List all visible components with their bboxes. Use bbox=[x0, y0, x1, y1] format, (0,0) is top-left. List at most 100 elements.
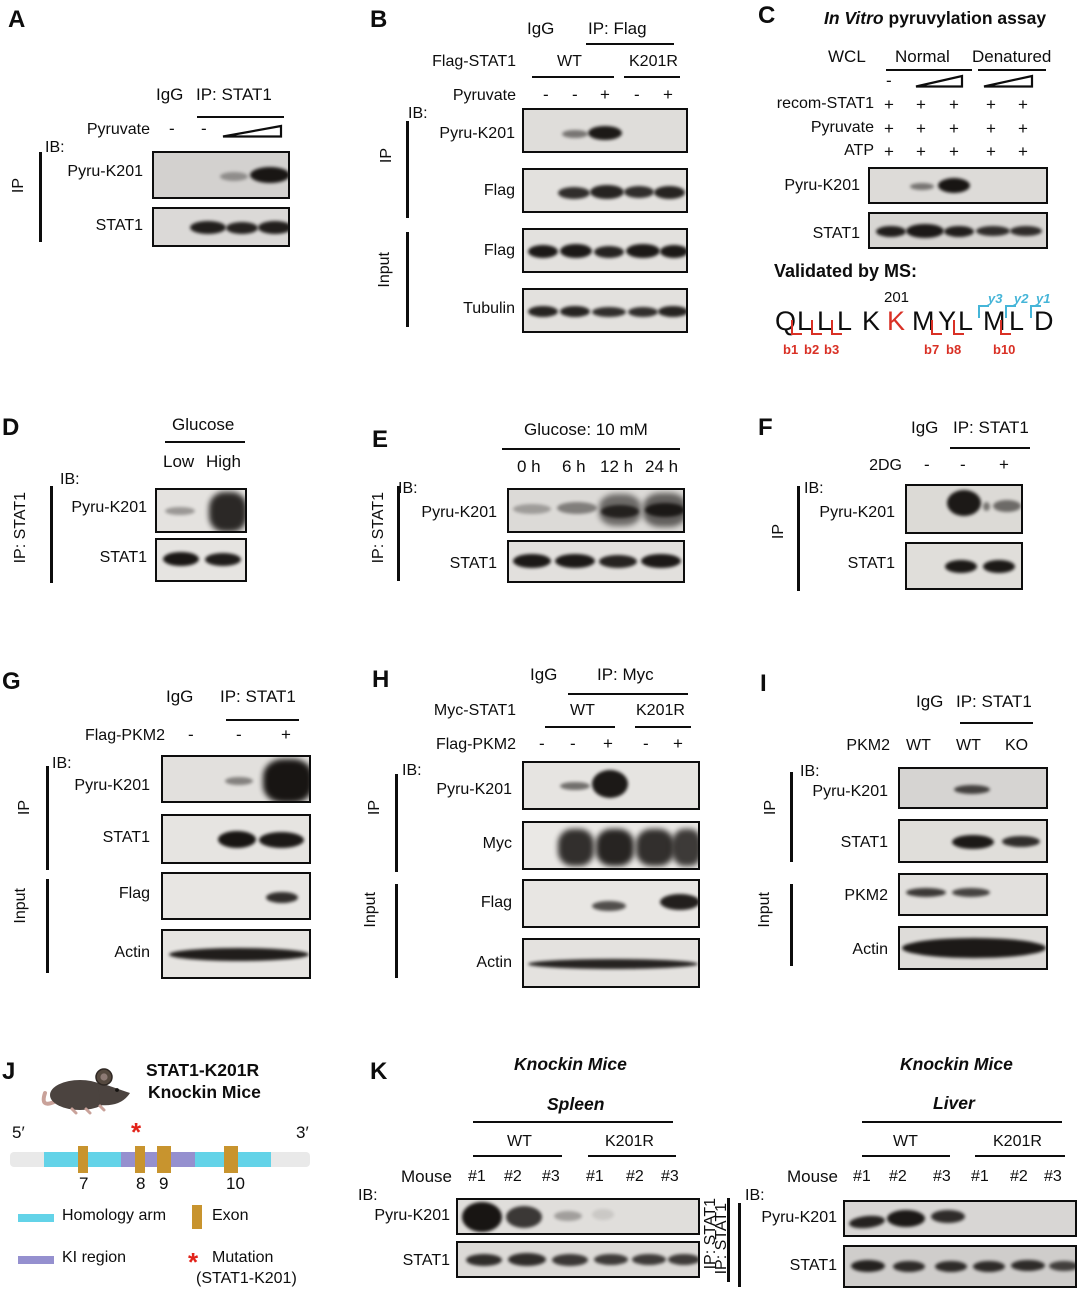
underline bbox=[862, 1155, 950, 1158]
blot-band bbox=[266, 892, 298, 903]
blot-band bbox=[668, 1254, 698, 1265]
bracket-line bbox=[406, 232, 409, 327]
blot-band bbox=[887, 1210, 925, 1227]
panel-i-blot3-label: PKM2 bbox=[844, 887, 888, 904]
stat1-blot bbox=[161, 814, 311, 864]
y-ion-label: y3 bbox=[988, 291, 1003, 306]
panel-h-blot3-label: Flag bbox=[480, 894, 512, 911]
blot-band bbox=[218, 831, 256, 848]
pyru-k201-blot bbox=[868, 167, 1048, 204]
panel-i-blot2-label: STAT1 bbox=[840, 834, 888, 851]
blot-band bbox=[1002, 836, 1040, 847]
panel-g-blot4-label: Actin bbox=[114, 944, 150, 961]
panel-a-ip-side-label: IP bbox=[10, 178, 27, 194]
mouse-eye bbox=[115, 1088, 119, 1092]
panel-b-wt-label: WT bbox=[557, 53, 582, 70]
peptide-residue: L bbox=[797, 306, 813, 336]
stat1-blot bbox=[843, 1245, 1077, 1288]
blot-band bbox=[528, 306, 558, 317]
blot-band bbox=[555, 554, 595, 568]
blot-band bbox=[935, 1261, 967, 1272]
panel-b-lane-mark: + bbox=[663, 85, 673, 104]
lane-label: #2 bbox=[889, 1168, 907, 1185]
underline bbox=[473, 1155, 562, 1158]
underline bbox=[960, 722, 1033, 725]
blot-band bbox=[660, 894, 698, 910]
panel-f-lane-mark: + bbox=[999, 455, 1009, 474]
panel-g-ip-side-label: IP bbox=[16, 800, 33, 816]
mouse-tail bbox=[41, 1091, 56, 1106]
panel-h-blot4-label: Actin bbox=[476, 954, 512, 971]
panel-b-input-side-label: Input bbox=[376, 252, 393, 288]
underline bbox=[975, 1155, 1065, 1158]
blot-band bbox=[626, 244, 660, 258]
peptide-residue: D bbox=[1034, 306, 1054, 336]
panel-g-ip-label: IP: STAT1 bbox=[220, 687, 296, 706]
panel-h-igg-label: IgG bbox=[530, 665, 558, 684]
blot-band bbox=[558, 187, 590, 199]
blot-band bbox=[599, 555, 637, 568]
panel-k-spleen-tissue: Spleen bbox=[547, 1094, 605, 1114]
gradient-ramp-icon bbox=[915, 74, 964, 88]
bracket-line bbox=[790, 772, 793, 862]
exon-number-label: 9 bbox=[159, 1174, 169, 1193]
mouse-body bbox=[50, 1080, 110, 1110]
legend-mutation-star: * bbox=[188, 1247, 199, 1277]
panel-b-blot4-label: Tubulin bbox=[463, 300, 515, 317]
panel-d-ib-label: IB: bbox=[60, 471, 80, 488]
panel-b-lane-mark: + bbox=[600, 85, 610, 104]
exon-box-9 bbox=[157, 1146, 171, 1173]
blot-band bbox=[528, 959, 698, 969]
panel-h-blot2-label: Myc bbox=[482, 835, 512, 852]
panel-c-plus-mark: + bbox=[1018, 119, 1028, 138]
blot-band bbox=[190, 221, 226, 234]
underline bbox=[624, 76, 680, 79]
panel-b-igg-label: IgG bbox=[527, 19, 555, 38]
mouse-feet bbox=[70, 1104, 106, 1115]
actin-blot bbox=[898, 926, 1048, 970]
legend-mutation-sub-label: (STAT1-K201) bbox=[196, 1270, 297, 1287]
blot-band bbox=[560, 306, 590, 317]
panel-c-plus-mark: + bbox=[986, 119, 996, 138]
bracket-line bbox=[727, 1198, 730, 1282]
blot-band bbox=[259, 832, 304, 848]
exon-number-label: 10 bbox=[226, 1174, 245, 1193]
pyru-k201-blot bbox=[905, 484, 1023, 534]
panel-f-blot1-label: Pyru-K201 bbox=[819, 504, 895, 521]
legend-ki-label: KI region bbox=[62, 1249, 127, 1266]
peptide-residue: M bbox=[983, 306, 1006, 336]
blot-band bbox=[513, 504, 551, 514]
blot-band bbox=[557, 502, 597, 514]
panel-b-ip-side-label: IP bbox=[378, 148, 395, 164]
blot-band bbox=[592, 770, 628, 798]
exon-box-10 bbox=[224, 1146, 238, 1173]
bracket-line bbox=[738, 1203, 741, 1287]
blot-band bbox=[983, 502, 990, 511]
blot-band bbox=[560, 782, 590, 790]
flag-blot bbox=[161, 872, 311, 920]
panel-k-liver-blot1-label: Pyru-K201 bbox=[761, 1209, 837, 1226]
bracket-line bbox=[395, 884, 398, 978]
panel-c-row2-label: Pyruvate bbox=[810, 119, 874, 136]
blot-band bbox=[902, 938, 1046, 958]
blot-band bbox=[947, 490, 981, 516]
blot-band bbox=[560, 244, 592, 258]
panel-h-lane-mark: - bbox=[643, 734, 649, 753]
blot-band bbox=[906, 888, 946, 897]
bracket-line bbox=[797, 486, 800, 591]
panel-h-lane-mark: - bbox=[570, 734, 576, 753]
panel-j-letter: J bbox=[2, 1058, 16, 1085]
panel-g-blot3-label: Flag bbox=[118, 885, 150, 902]
panel-g-igg-label: IgG bbox=[166, 687, 194, 706]
actin-blot bbox=[522, 938, 700, 988]
bracket-line bbox=[406, 121, 409, 218]
panel-a-lane-mark: - bbox=[201, 119, 207, 138]
panel-h-lane-mark: + bbox=[603, 734, 613, 753]
blot-band bbox=[983, 560, 1015, 573]
panel-a-ip-label: IP: STAT1 bbox=[196, 85, 272, 104]
blot-band bbox=[628, 307, 658, 317]
panel-f-side-label: IP bbox=[770, 524, 787, 540]
blot-band bbox=[590, 185, 624, 199]
peptide-residue: M bbox=[912, 306, 935, 336]
underline bbox=[950, 447, 1030, 450]
